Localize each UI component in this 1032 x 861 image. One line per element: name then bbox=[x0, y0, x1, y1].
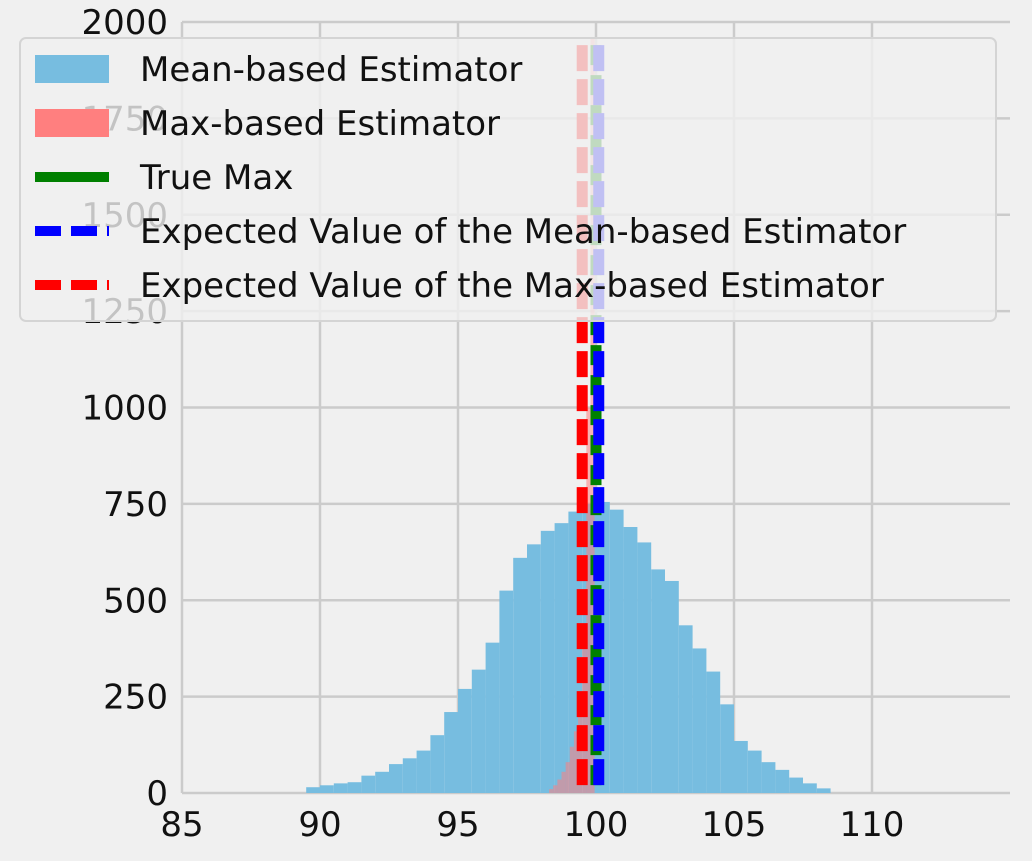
legend: Mean-based Estimator Max-based Estimator T… bbox=[19, 37, 997, 322]
mean-based-estimator-bar bbox=[320, 785, 334, 793]
max-based-estimator-bar bbox=[553, 785, 558, 793]
y-tick-label: 250 bbox=[103, 678, 168, 718]
tick-labels: 8590951001051100250500750100012501500175… bbox=[81, 3, 904, 845]
mean-based-estimator-bar bbox=[692, 648, 707, 793]
mean-based-estimator-bar bbox=[499, 590, 514, 793]
y-tick-label: 750 bbox=[103, 485, 168, 525]
x-tick-label: 105 bbox=[702, 805, 767, 845]
y-tick-label: 2000 bbox=[81, 3, 168, 43]
mean-based-estimator-legend-label: Mean-based Estimator bbox=[140, 50, 522, 90]
mean-based-estimator-bar bbox=[306, 787, 320, 793]
y-tick-label: 500 bbox=[103, 581, 168, 621]
expected-value-of-the-mean-based-estimator-legend-label: Expected Value of the Mean-based Estimat… bbox=[140, 212, 906, 252]
max-based-estimator-legend-label: Max-based Estimator bbox=[140, 104, 500, 144]
mean-based-estimator-bar bbox=[361, 775, 376, 793]
mean-based-estimator-bar bbox=[389, 764, 403, 793]
max-based-estimator-bar bbox=[573, 731, 579, 793]
mean-based-estimator-bar bbox=[747, 750, 762, 793]
mean-based-estimator-bar bbox=[637, 542, 652, 793]
mean-based-estimator-bar bbox=[416, 750, 431, 793]
mean-based-estimator-bar bbox=[402, 758, 417, 793]
expected-value-of-the-max-based-estimator-legend-label: Expected Value of the Max-based Estimato… bbox=[140, 266, 884, 306]
x-tick-label: 95 bbox=[436, 805, 479, 845]
mean-based-estimator-bar bbox=[609, 509, 624, 793]
true-max-legend-label: True Max bbox=[139, 158, 293, 198]
mean-based-estimator-bar bbox=[513, 557, 527, 793]
mean-based-estimator-bar bbox=[375, 771, 389, 793]
max-based-estimator-legend-swatch bbox=[35, 109, 109, 137]
mean-based-estimator-bar bbox=[720, 704, 734, 793]
x-tick-label: 100 bbox=[564, 805, 629, 845]
x-tick-label: 85 bbox=[160, 805, 203, 845]
mean-based-estimator-bar bbox=[761, 762, 776, 793]
x-tick-label: 90 bbox=[298, 805, 341, 845]
mean-based-estimator-bar bbox=[678, 625, 693, 793]
legend-box bbox=[19, 37, 997, 322]
mean-based-estimator-bar bbox=[347, 782, 362, 793]
mean-based-estimator-bar bbox=[554, 523, 569, 793]
max-based-estimator-bar bbox=[561, 771, 566, 793]
mean-based-estimator-bar bbox=[803, 783, 817, 793]
max-based-estimator-bar bbox=[586, 407, 591, 793]
mean-based-estimator-bar bbox=[706, 671, 721, 793]
y-tick-label: 0 bbox=[146, 774, 168, 814]
mean-based-estimator-bar bbox=[485, 642, 500, 793]
mean-based-estimator-bar bbox=[775, 769, 790, 793]
mean-based-estimator-bar bbox=[623, 527, 638, 793]
max-based-estimator-bar bbox=[557, 779, 562, 793]
y-tick-label: 1000 bbox=[81, 389, 168, 429]
mean-based-estimator-bar bbox=[430, 735, 445, 793]
mean-based-estimator-bar bbox=[333, 783, 348, 793]
mean-based-estimator-bar bbox=[734, 740, 748, 793]
mean-based-estimator-bar bbox=[665, 580, 679, 793]
mean-based-estimator-bar bbox=[527, 544, 541, 793]
mean-based-estimator-bar bbox=[540, 530, 555, 793]
mean-based-estimator-bar bbox=[816, 788, 831, 793]
mean-based-estimator-bar bbox=[444, 712, 458, 793]
mean-based-estimator-bar bbox=[458, 688, 472, 793]
mean-based-estimator-bar bbox=[789, 777, 803, 793]
mean-based-estimator-legend-swatch bbox=[35, 55, 109, 83]
max-based-estimator-bar bbox=[569, 746, 574, 793]
max-based-estimator-bar bbox=[565, 762, 570, 793]
max-based-estimator-bar bbox=[549, 789, 554, 793]
x-tick-label: 110 bbox=[840, 805, 905, 845]
mean-based-estimator-bar bbox=[471, 669, 486, 793]
mean-based-estimator-bar bbox=[651, 569, 665, 793]
